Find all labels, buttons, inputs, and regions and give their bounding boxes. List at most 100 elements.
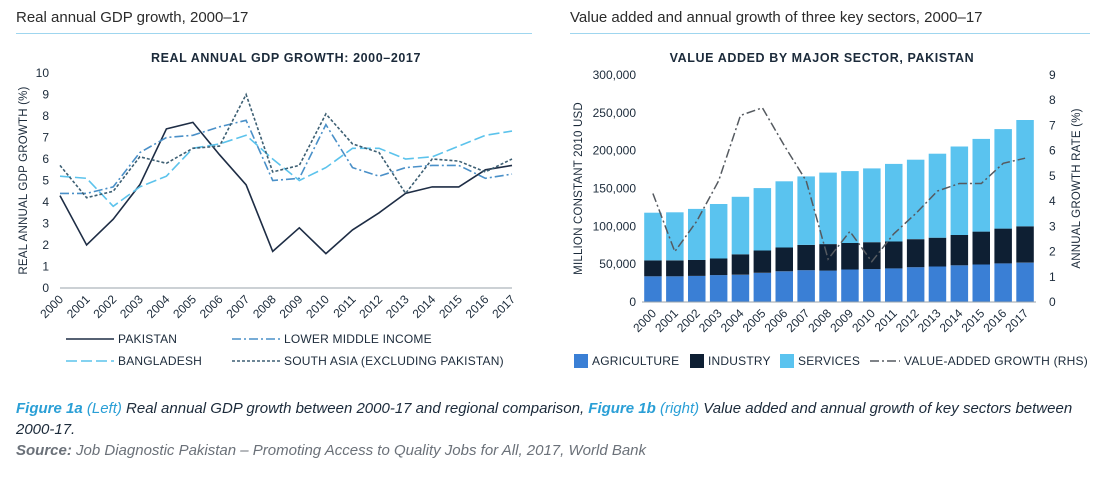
gdp-x-tick: 2013 [383,292,412,321]
sector-bar-industry [841,243,859,270]
sector-bar-industry [1016,226,1034,263]
source-text: Job Diagnostic Pakistan – Promoting Acce… [71,442,647,459]
gdp-growth-chart: REAL ANNUAL GDP GROWTH: 2000–2017 0 1 2 3 4 5 6… [18,51,518,368]
sector-x-tick: 2017 [1002,306,1031,335]
sector-bar-industry [950,235,969,266]
sector-y2-tick: 8 [1049,93,1056,107]
gdp-y-tick: 8 [42,109,49,123]
sector-bar-services [644,212,662,261]
gdp-legend-label: PAKISTAN [118,332,177,346]
sector-bar-agriculture [688,275,706,302]
right-panel-heading: Value added and annual growth of three k… [570,9,983,26]
gdp-y-tick: 10 [36,66,50,80]
left-panel-heading: Real annual GDP growth, 2000–17 [16,9,249,26]
sector-legend-label: AGRICULTURE [592,354,679,368]
sector-y2-tick: 9 [1049,68,1056,82]
sector-bar-industry [753,250,772,273]
sector-bar-agriculture [906,267,925,302]
sector-x-tick: 2003 [696,306,725,335]
sector-bar-industry [797,244,815,271]
gdp-x-tick: 2010 [303,292,332,321]
gdp-x-tick: 2006 [197,292,226,321]
gdp-y-tick: 6 [42,152,49,166]
sector-legend-swatch [690,354,704,368]
sector-bar-industry [994,228,1012,264]
sector-x-tick: 2008 [805,306,834,335]
gdp-y-tick: 1 [42,260,49,274]
sector-bar-agriculture [753,272,772,302]
figure-source: Source: Job Diagnostic Pakistan – Promot… [16,442,646,459]
gdp-y-tick: 2 [42,238,49,252]
sector-y-tick: 100,000 [593,219,637,233]
gdp-y-tick: 0 [42,281,49,295]
figure-caption: Figure 1a (Left) Real annual GDP growth … [16,398,1076,440]
gdp-x-tick: 2012 [356,292,385,321]
sector-bar-agriculture [928,266,947,302]
sector-legend-label: SERVICES [798,354,860,368]
sector-bar-services [688,208,706,260]
sector-bar-agriculture [994,263,1012,302]
caption-text-b: Value added and annual growth of key sec… [16,400,1073,438]
sector-bar-agriculture [863,269,881,302]
sector-bar-services [731,196,750,255]
gdp-x-tick: 2016 [463,292,492,321]
source-label: Source: [16,442,72,459]
sector-bar-services [709,204,728,259]
sector-y2-tick: 6 [1049,144,1056,158]
sector-growth-line [652,106,1026,263]
sector-y2-tick: 2 [1049,245,1056,259]
sector-bar-agriculture [1016,262,1034,302]
sector-bar-services [1016,120,1034,227]
sector-bar-industry [972,231,990,265]
sector-y2-axis-label: ANNUAL GROWTH RATE (%) [1071,108,1083,268]
sector-bar-services [928,153,947,238]
gdp-x-tick: 2000 [37,292,66,321]
sector-y-tick: 50,000 [599,257,636,271]
sector-x-tick: 2007 [784,306,813,335]
sector-bar-services [906,159,925,240]
gdp-x-tick: 2001 [64,292,93,321]
sector-x-tick: 2013 [915,306,944,335]
gdp-x-tick: 2014 [410,292,439,321]
sector-bar-industry [863,242,881,270]
charts-canvas: REAL ANNUAL GDP GROWTH: 2000–2017 0 1 2 3 4 5 6… [18,51,1088,368]
sector-x-tick: 2001 [652,306,681,335]
gdp-x-tick: 2007 [223,292,252,321]
sector-bar-industry [819,244,837,271]
sector-x-tick: 2016 [981,306,1010,335]
sector-x-tick: 2009 [827,306,856,335]
sector-bar-industry [775,247,793,272]
sector-legend-swatch [574,354,588,368]
right-heading-rule [570,33,1090,34]
sector-y-tick: 250,000 [593,106,637,120]
caption-right-note: (right) [659,400,700,417]
sector-bar-services [950,146,969,235]
sector-bar-services [797,176,815,245]
sector-bar-services [841,171,859,243]
sector-bar-agriculture [666,276,684,302]
sector-y-tick: 300,000 [593,68,637,82]
caption-text-a: Real annual GDP growth between 2000-17 a… [121,400,589,417]
sector-bar-services [972,138,990,232]
sector-bar-services [775,181,793,248]
sector-chart-title: VALUE ADDED BY MAJOR SECTOR, PAKISTAN [670,51,975,65]
sector-bar-services [819,172,837,245]
gdp-y-tick: 3 [42,217,49,231]
sector-y2-tick: 7 [1049,118,1056,132]
sector-bar-agriculture [950,265,969,302]
sector-bar-agriculture [775,271,793,302]
sector-bar-services [994,129,1012,229]
sector-x-tick: 2005 [740,306,769,335]
sector-y2-tick: 5 [1049,169,1056,183]
sector-bar-industry [644,260,662,277]
gdp-x-tick: 2005 [170,292,199,321]
gdp-x-tick: 2017 [489,292,518,321]
gdp-legend-label: SOUTH ASIA (EXCLUDING PAKISTAN) [284,354,504,368]
gdp-x-tick: 2009 [277,292,306,321]
sector-legend-label: VALUE-ADDED GROWTH (RHS) [904,354,1088,368]
sector-bar-industry [928,237,947,267]
gdp-x-tick: 2008 [250,292,279,321]
left-heading-rule [16,33,532,34]
sector-y2-tick: 3 [1049,219,1056,233]
caption-fig1a: Figure 1a [16,400,83,417]
